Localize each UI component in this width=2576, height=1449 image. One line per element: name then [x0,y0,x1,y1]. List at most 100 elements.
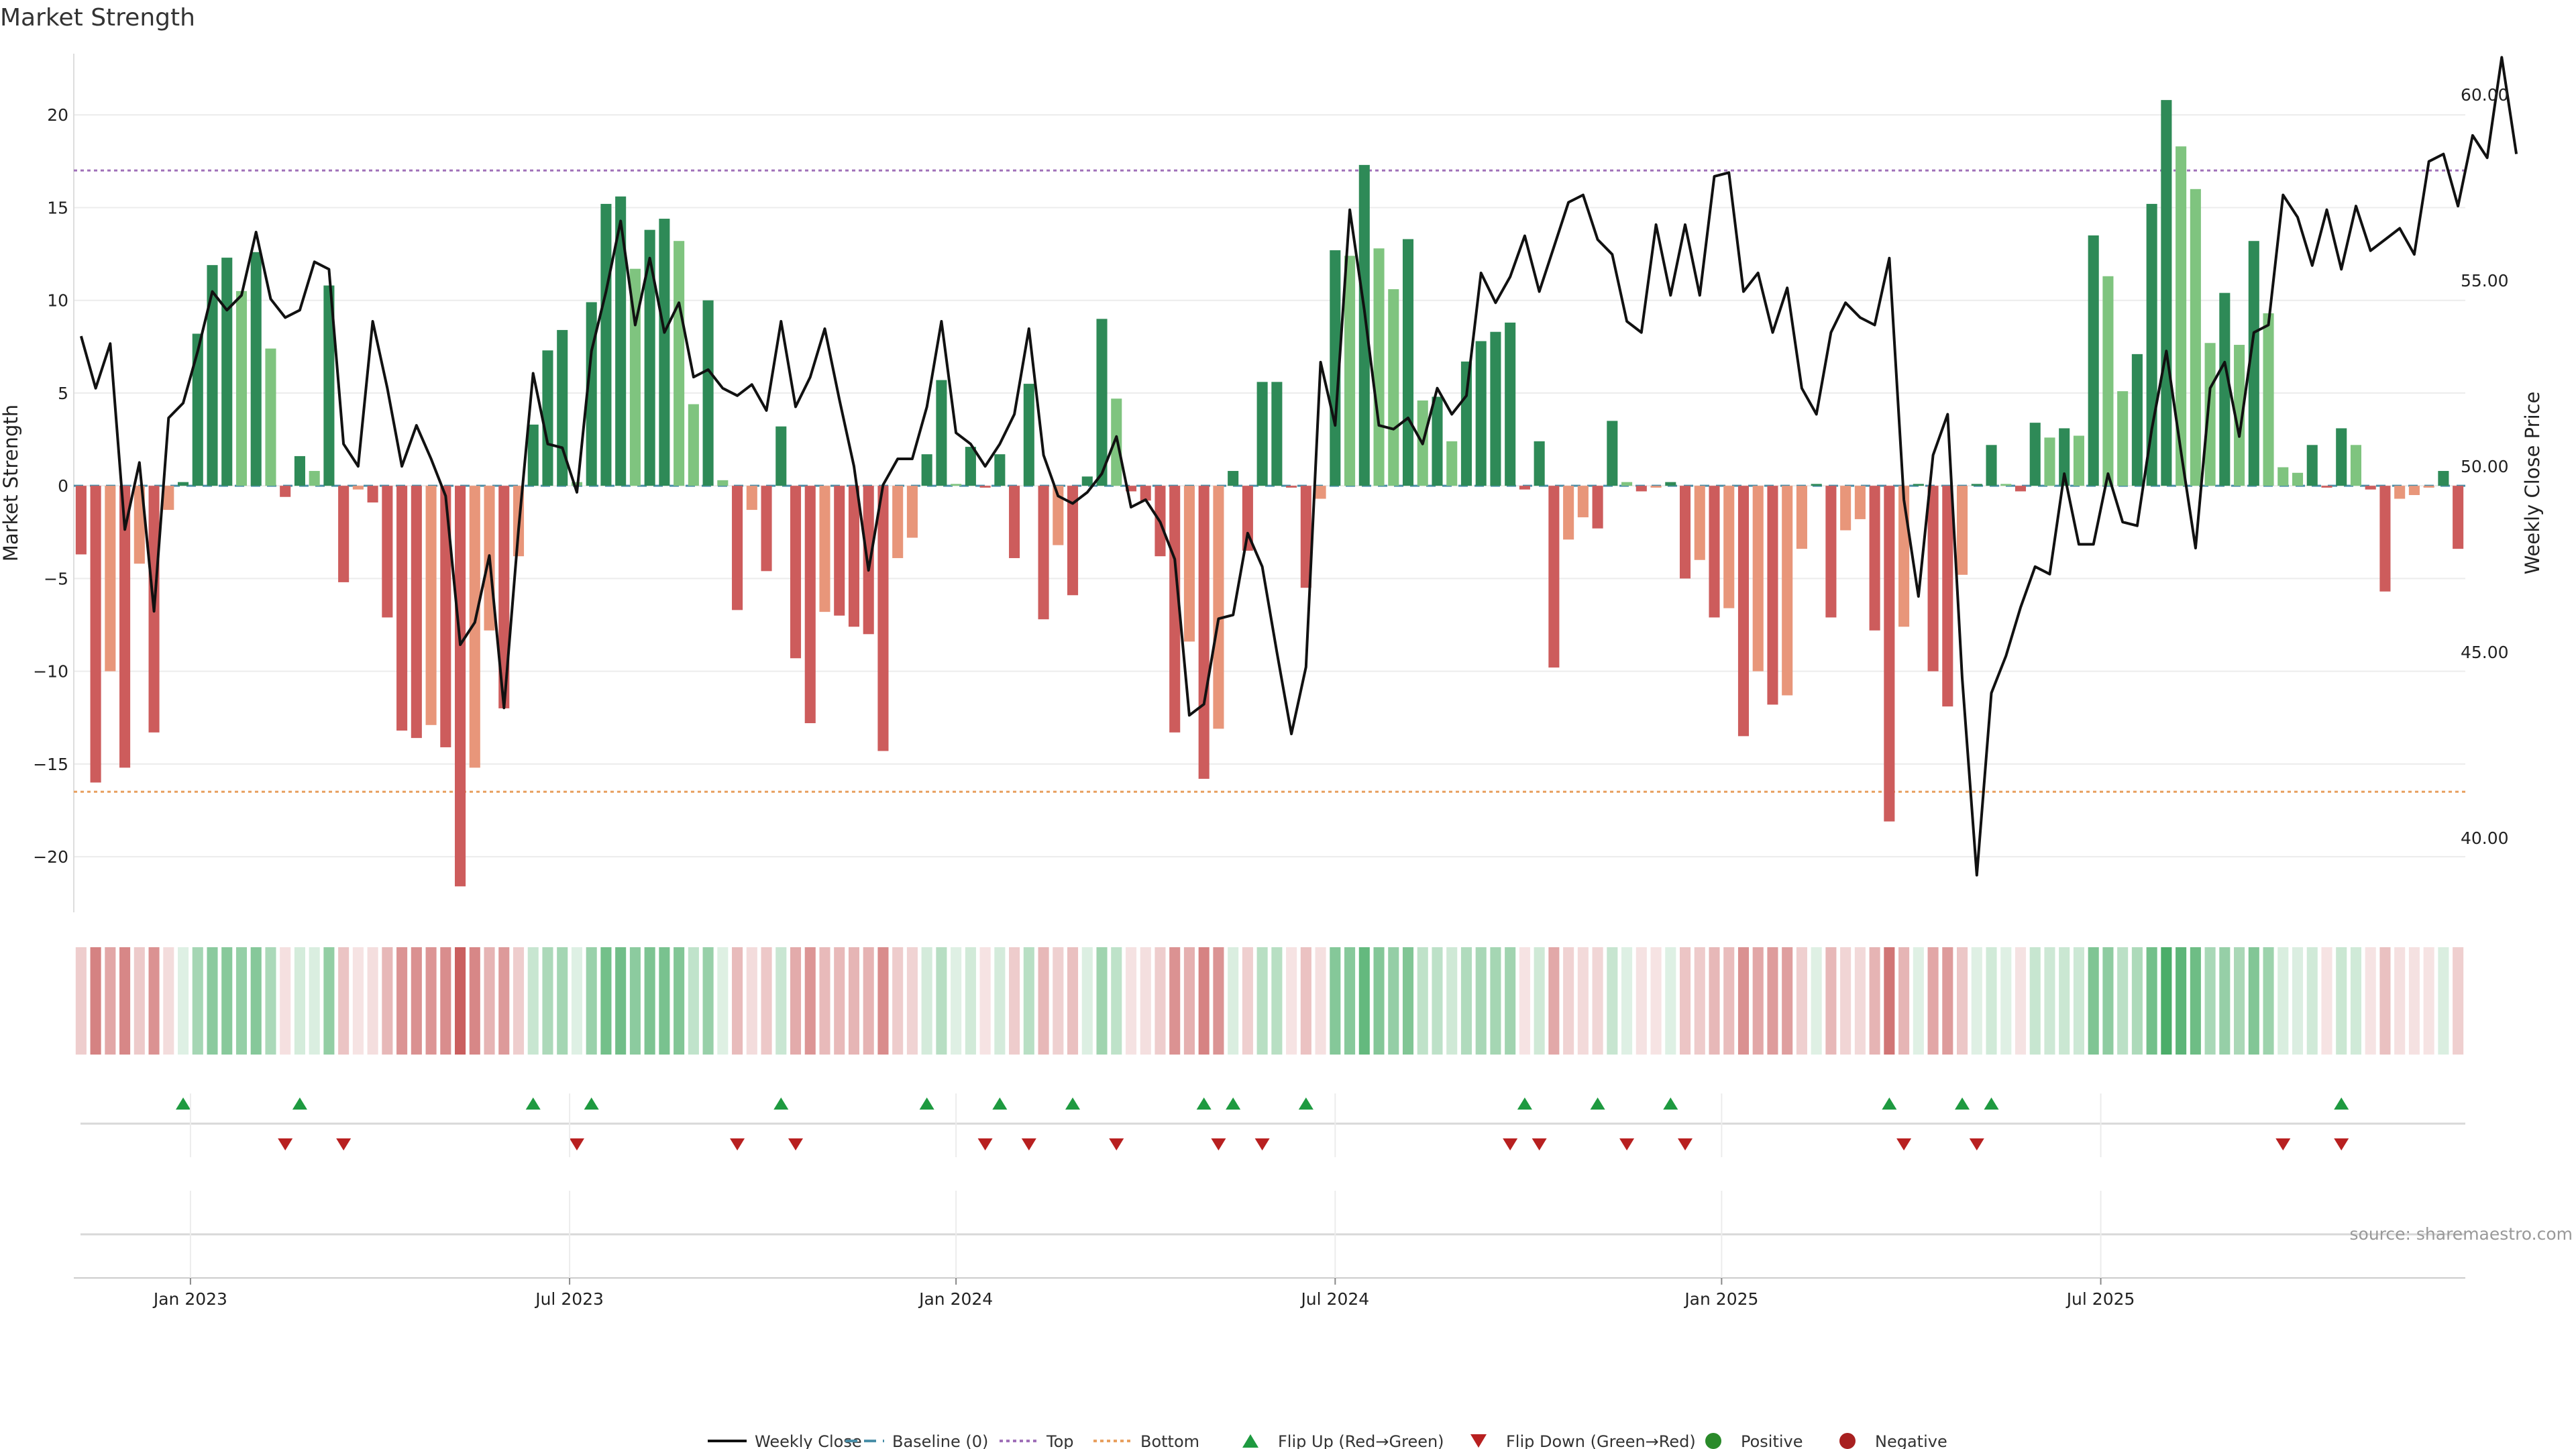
strength-bar [1358,164,1370,486]
heat-cell [2073,947,2084,1055]
legend-label: Flip Up (Red→Green) [1278,1432,1444,1449]
strength-bar [1986,445,1997,486]
heat-cell [1475,947,1487,1055]
strength-bar [2102,276,2114,486]
y2-axis-label: Weekly Close Price [2521,392,2544,575]
heat-cell [717,947,729,1055]
heat-cell [1723,947,1735,1055]
heat-cell [221,947,233,1055]
strength-bar [2336,428,2347,486]
heat-cell [90,947,101,1055]
flip-up-marker [992,1097,1008,1110]
strength-bar [1737,486,1750,737]
strength-bar [527,424,539,486]
y-tick-label: 15 [47,198,68,217]
strength-bar [1650,486,1662,488]
heat-cell [513,947,525,1055]
heat-cell [1577,947,1589,1055]
strength-bar [615,196,627,486]
weekly-close-line [79,56,2518,877]
strength-bar [688,404,699,486]
strength-bar [2044,437,2055,486]
heat-cell [848,947,860,1055]
heat-cell [761,947,772,1055]
heat-cell [2438,947,2449,1055]
heat-cell [834,947,845,1055]
legend-label: Negative [1875,1432,1947,1449]
strength-bar [1752,486,1764,672]
strength-bar [2248,241,2259,486]
strength-heat-strip [75,947,2464,1055]
strength-bar [2234,345,2245,486]
strength-bar [600,203,612,486]
strength-bar [1228,471,1239,486]
strength-bar [1460,361,1472,486]
heat-cell [1650,947,1662,1055]
strength-bar [819,486,830,612]
strength-bar [1242,486,1253,551]
heat-cell [2176,947,2187,1055]
strength-bar [1344,256,1356,486]
heat-cell [892,947,904,1055]
heat-cell [2277,947,2289,1055]
strength-bar [2394,486,2406,499]
flip-up-marker [1298,1097,1313,1110]
strength-bar [1971,484,1982,486]
heat-cell [746,947,757,1055]
heat-cell [1446,947,1458,1055]
y-tick-label: −20 [33,847,68,867]
strength-bar [2190,189,2201,486]
heat-cell [1607,947,1618,1055]
heat-cell [1971,947,1982,1055]
heat-cell [1811,947,1822,1055]
y2-tick-label: 45.00 [2461,643,2509,662]
x-tick-label: Jan 2024 [918,1289,993,1309]
heat-cell [2306,947,2318,1055]
legend-item: Positive [1705,1432,1803,1449]
legend-label: Top [1046,1432,1074,1449]
heat-cell [1767,947,1778,1055]
y2-axis-ticks: 60.00 55.00 50.00 45.00 40.00 [2461,85,2509,848]
heat-cell [1183,947,1195,1055]
x-tick-label: Jan 2023 [152,1289,227,1309]
strength-bar [1140,486,1151,501]
heat-cell [2102,947,2114,1055]
strength-bar [1563,486,1574,540]
strength-bar [105,486,116,672]
legend-item: Flip Down (Green→Red) [1470,1432,1696,1449]
heat-cell [119,947,131,1055]
x-axis-ticks: Jan 2023 Jul 2023 Jan 2024 Jul 2024 Jan 2025… [152,1093,2135,1309]
heat-cell [674,947,685,1055]
heat-cell [1737,947,1750,1055]
heat-cell [1417,947,1428,1055]
heat-cell [1330,947,1341,1055]
heat-cell [659,947,670,1055]
strength-bar [2423,486,2434,488]
legend-item: Top [1000,1432,1074,1449]
flip-down-marker [788,1138,804,1150]
heat-cell [235,947,248,1055]
strength-bar [1782,486,1793,696]
strength-bar [2000,484,2012,486]
heat-cell [425,947,437,1055]
heat-cell [2015,947,2027,1055]
heat-cell [1825,947,1837,1055]
flip-down-marker [730,1138,745,1150]
heat-cell [250,947,262,1055]
strength-bar [936,380,947,486]
heat-cell [469,947,480,1055]
heat-cell [1228,947,1239,1055]
heat-cell [2350,947,2362,1055]
heat-cell [411,947,422,1055]
strength-bar [1198,486,1210,779]
heat-cell [1563,947,1574,1055]
y-tick-label: −5 [44,569,68,588]
strength-bar [921,454,932,486]
strength-bar [1125,486,1137,492]
heat-cell [1388,947,1399,1055]
strength-bar [1286,486,1297,488]
heat-cell [2204,947,2216,1055]
heat-cell [280,947,291,1055]
heat-cell [455,947,466,1055]
flip-up-marker [919,1097,934,1110]
